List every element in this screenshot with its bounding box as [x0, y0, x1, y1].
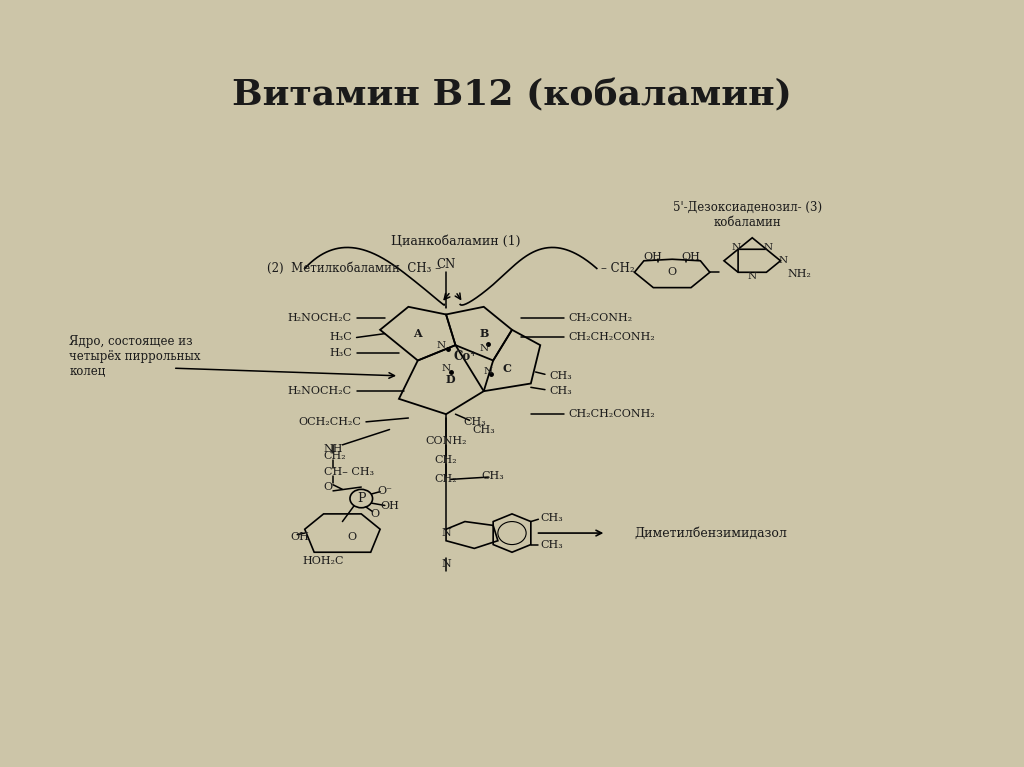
- Text: N: N: [748, 272, 757, 281]
- Text: CH– CH₃: CH– CH₃: [324, 466, 374, 477]
- Text: N: N: [732, 243, 740, 252]
- Text: CH₂CH₂CONH₂: CH₂CH₂CONH₂: [568, 332, 655, 343]
- Text: A: A: [414, 328, 422, 339]
- Text: N: N: [441, 364, 451, 373]
- Text: CONH₂: CONH₂: [425, 436, 467, 446]
- Text: O: O: [668, 267, 677, 278]
- Text: N: N: [484, 367, 493, 377]
- Text: N: N: [441, 558, 451, 569]
- Text: кобаламин: кобаламин: [714, 216, 781, 229]
- Text: CH₃: CH₃: [472, 424, 496, 435]
- Text: H₃C: H₃C: [329, 332, 352, 343]
- Text: OH: OH: [682, 252, 700, 262]
- Text: – CH₂: – CH₂: [601, 262, 635, 275]
- Text: CN: CN: [436, 258, 456, 271]
- Text: OH: OH: [291, 532, 309, 542]
- Text: CH₂: CH₂: [324, 451, 346, 462]
- Text: Витамин В12 (кобаламин): Витамин В12 (кобаламин): [232, 79, 792, 113]
- Text: H₃C: H₃C: [329, 347, 352, 358]
- Text: CH₃: CH₃: [541, 512, 563, 523]
- Text: Диметилбензимидазол: Диметилбензимидазол: [635, 527, 787, 539]
- Text: CH₂: CH₂: [435, 474, 458, 485]
- Text: H₂NOCH₂C: H₂NOCH₂C: [288, 313, 352, 324]
- Text: HOH₂C: HOH₂C: [303, 556, 344, 567]
- Text: H₂NOCH₂C: H₂NOCH₂C: [288, 386, 352, 397]
- Text: O: O: [324, 482, 333, 492]
- Text: CH₃: CH₃: [541, 539, 563, 550]
- Text: C: C: [503, 363, 512, 374]
- Text: CH₃: CH₃: [550, 370, 572, 381]
- Text: CH₂: CH₂: [435, 455, 458, 466]
- Text: D: D: [446, 374, 456, 385]
- Text: O: O: [347, 532, 356, 542]
- Text: 5'-Дезоксиаденозил- (3): 5'-Дезоксиаденозил- (3): [673, 201, 822, 213]
- Text: CH₂CH₂CONH₂: CH₂CH₂CONH₂: [568, 409, 655, 420]
- Text: Цианкобаламин (1): Цианкобаламин (1): [391, 235, 520, 248]
- Text: N: N: [779, 256, 787, 265]
- Text: O: O: [371, 509, 380, 519]
- Text: OCH₂CH₂C: OCH₂CH₂C: [298, 416, 361, 427]
- Text: CH₃: CH₃: [550, 386, 572, 397]
- Text: NH₂: NH₂: [787, 268, 811, 279]
- Text: OH: OH: [644, 252, 663, 262]
- Text: Co⁺: Co⁺: [454, 351, 476, 363]
- Text: P: P: [357, 492, 366, 505]
- Text: N: N: [479, 344, 488, 354]
- Text: CH₃: CH₃: [481, 470, 505, 481]
- Text: B: B: [479, 328, 488, 339]
- Text: N: N: [437, 341, 445, 350]
- Text: O⁻: O⁻: [377, 486, 392, 496]
- Text: CH₃: CH₃: [463, 416, 485, 427]
- Text: (2)  Метилкобаламин  CH₃ –: (2) Метилкобаламин CH₃ –: [267, 262, 441, 275]
- Text: Ядро, состоящее из
четырёх пиррольных
колец: Ядро, состоящее из четырёх пиррольных ко…: [70, 335, 201, 378]
- Text: N: N: [441, 528, 451, 538]
- Text: OH: OH: [380, 501, 399, 512]
- Text: CH₂CONH₂: CH₂CONH₂: [568, 313, 633, 324]
- Text: NH: NH: [324, 443, 343, 454]
- Text: N: N: [764, 243, 773, 252]
